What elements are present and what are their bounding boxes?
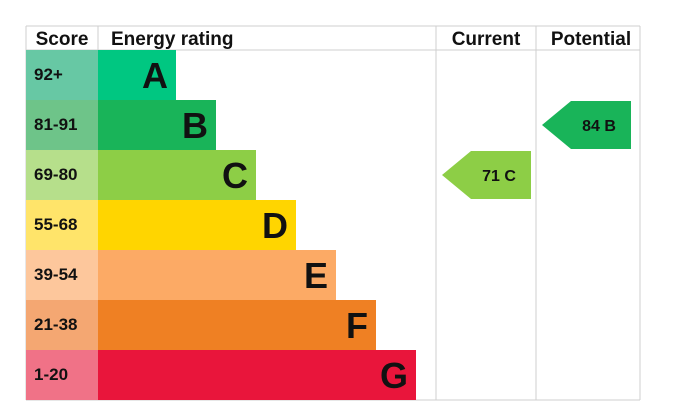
header-energy-rating: Energy rating: [111, 29, 233, 50]
potential-rating-label: 84 B: [582, 118, 616, 135]
band-bar-b: [98, 100, 216, 150]
band-bar-e: [98, 250, 336, 300]
score-label-g: 1-20: [34, 365, 68, 384]
band-bar-c: [98, 150, 256, 200]
score-cell-a: [26, 50, 98, 100]
current-rating-arrow: [442, 151, 531, 199]
band-letter-e: E: [304, 255, 328, 296]
score-label-f: 21-38: [34, 315, 77, 334]
header-potential: Potential: [551, 29, 631, 50]
rating-markers: 71 C 84 B: [442, 101, 631, 199]
rating-bands: 92+ A 81-91 B 69-80 C 55-68 D 39-54 E 21-38 F 1-20 G: [26, 50, 416, 400]
score-cell-d: [26, 200, 98, 250]
score-label-e: 39-54: [34, 265, 78, 284]
score-label-d: 55-68: [34, 215, 77, 234]
band-letter-g: G: [380, 355, 408, 396]
score-cell-e: [26, 250, 98, 300]
band-letter-d: D: [262, 205, 288, 246]
score-label-b: 81-91: [34, 115, 77, 134]
band-bar-d: [98, 200, 296, 250]
band-letter-c: C: [222, 155, 248, 196]
header-score: Score: [36, 29, 89, 50]
band-letter-b: B: [182, 105, 208, 146]
score-cell-c: [26, 150, 98, 200]
band-letter-a: A: [142, 55, 168, 96]
score-cell-b: [26, 100, 98, 150]
band-letter-f: F: [346, 305, 368, 346]
band-bar-a: [98, 50, 176, 100]
score-label-c: 69-80: [34, 165, 77, 184]
band-bar-g: [98, 350, 416, 400]
score-cell-g: [26, 350, 98, 400]
header-current: Current: [452, 29, 521, 50]
score-label-a: 92+: [34, 65, 63, 84]
band-bar-f: [98, 300, 376, 350]
current-rating-label: 71 C: [482, 168, 516, 185]
potential-rating-arrow: [542, 101, 631, 149]
score-cell-f: [26, 300, 98, 350]
